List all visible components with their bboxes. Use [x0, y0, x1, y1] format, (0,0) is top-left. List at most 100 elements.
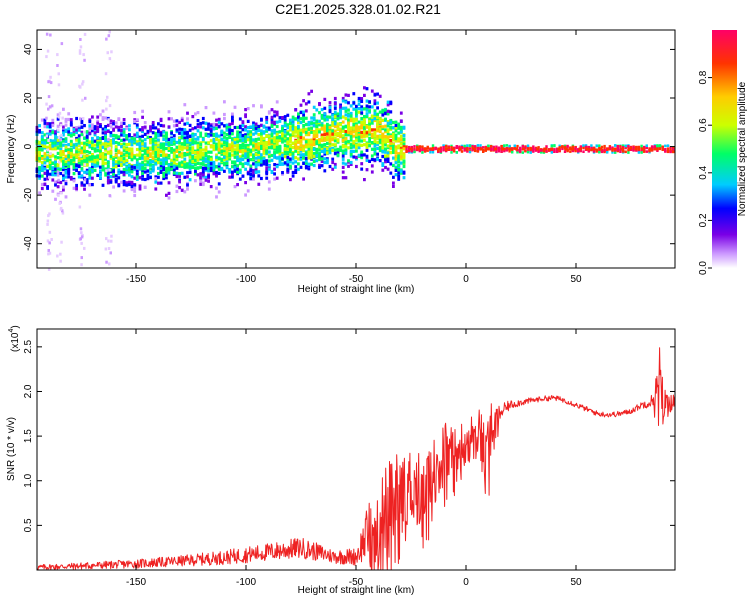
- spectrogram-cell: [54, 136, 57, 140]
- spectrogram-cell: [299, 133, 303, 138]
- spectrogram-cell: [392, 126, 395, 130]
- spectrogram-cell: [165, 167, 168, 171]
- spectrogram-cell: [141, 168, 144, 172]
- spectrogram-cell: [238, 149, 242, 154]
- spectrogram-cell: [201, 173, 205, 177]
- spectrogram-cell: [199, 121, 203, 126]
- spectrogram-cell: [133, 167, 137, 171]
- spectrogram-cell: [299, 132, 303, 136]
- spectrogram-cell: [40, 182, 44, 187]
- spectrogram-cell: [133, 133, 137, 137]
- spectrogram-cell: [170, 158, 173, 162]
- spectrogram-cell: [157, 154, 160, 158]
- spectrogram-cell: [59, 259, 62, 263]
- spectrogram-cell: [405, 145, 408, 148]
- spectrogram-cell: [363, 129, 366, 134]
- spectrogram-cell: [207, 134, 210, 138]
- spectrogram-cell: [43, 155, 47, 159]
- spectrogram-cell: [104, 132, 107, 136]
- spectrogram-cell: [267, 155, 271, 159]
- spectrogram-cell: [59, 167, 63, 171]
- spectrogram-cell: [355, 112, 358, 116]
- spectrogram-cell: [180, 171, 184, 175]
- spectrogram-cell: [450, 146, 453, 149]
- spectrogram-cell: [146, 174, 150, 178]
- spectrogram-cell: [445, 144, 448, 148]
- spectrogram-y-tick-label: 0: [23, 143, 34, 149]
- spectrogram-cell: [297, 140, 300, 144]
- spectrogram-cell: [228, 170, 232, 174]
- spectrogram-cell: [162, 165, 166, 169]
- spectrogram-cell: [75, 138, 78, 142]
- spectrogram-cell: [397, 177, 401, 181]
- spectrogram-cell: [209, 162, 213, 166]
- spectrogram-cell: [122, 146, 126, 150]
- spectrogram-cell: [302, 149, 305, 153]
- spectrogram-cell: [62, 153, 65, 157]
- spectrogram-cell: [307, 156, 311, 160]
- spectrogram-cell: [62, 174, 65, 178]
- spectrogram-cell: [231, 119, 234, 123]
- spectrogram-cell: [77, 158, 81, 162]
- spectrogram-cell: [486, 147, 490, 151]
- spectrogram-cell: [105, 169, 108, 173]
- spectrogram-cell: [109, 119, 113, 123]
- spectrogram-cell: [207, 126, 210, 130]
- spectrogram-cell: [468, 147, 472, 150]
- spectrogram-cell: [384, 135, 387, 139]
- spectrogram-cell: [376, 152, 379, 156]
- spectrogram-cell: [151, 131, 155, 135]
- spectrogram-cell: [246, 158, 250, 162]
- spectrogram-cell: [368, 100, 371, 104]
- spectrogram-cell: [104, 155, 107, 159]
- spectrogram-cell: [357, 120, 361, 124]
- spectrogram-cell: [48, 230, 52, 234]
- spectrogram-cell: [223, 135, 226, 139]
- spectrogram-cell: [101, 109, 105, 113]
- spectrogram-cell: [128, 142, 131, 146]
- spectrogram-cell: [267, 142, 271, 146]
- spectrogram-cell: [183, 163, 187, 167]
- spectrogram-cell: [241, 174, 245, 178]
- spectrogram-cell: [312, 163, 316, 168]
- spectrogram-cell: [199, 162, 203, 166]
- spectrogram-cell: [431, 150, 435, 154]
- spectrogram-cell: [344, 162, 348, 166]
- spectrogram-cell: [352, 140, 356, 144]
- spectrogram-cell: [246, 119, 250, 123]
- spectrogram-cell: [48, 251, 52, 255]
- spectrogram-cell: [57, 193, 60, 197]
- spectrogram-cell: [307, 132, 311, 136]
- spectrogram-cell: [331, 143, 335, 147]
- spectrogram-cell: [273, 136, 276, 140]
- spectrogram-cell: [54, 169, 57, 173]
- spectrogram-cell: [183, 190, 187, 194]
- spectrogram-cell: [143, 177, 147, 182]
- spectrogram-cell: [80, 263, 83, 267]
- spectrogram-cell: [320, 157, 324, 161]
- spectrogram-cell: [108, 146, 112, 150]
- spectrogram-cell: [46, 132, 49, 136]
- spectrogram-cell: [170, 150, 173, 154]
- spectrogram-cell: [72, 158, 76, 162]
- spectrogram-cell: [394, 147, 398, 151]
- spectrogram-cell: [357, 133, 361, 137]
- spectrogram-cell: [579, 149, 582, 152]
- spectrogram-cell: [43, 177, 47, 181]
- spectrogram-cell: [69, 139, 73, 143]
- spectrogram-cell: [501, 147, 504, 151]
- spectrogram-cell: [534, 147, 538, 151]
- spectrogram-cell: [341, 106, 345, 110]
- spectrogram-cell: [392, 184, 395, 188]
- spectrogram-cell: [257, 124, 261, 128]
- spectrogram-cell: [254, 146, 258, 150]
- spectrogram-cell: [246, 132, 250, 136]
- spectrogram-cell: [373, 112, 377, 116]
- spectrogram-cell: [43, 159, 47, 163]
- spectrogram-cell: [368, 122, 371, 126]
- spectrogram-cell: [215, 118, 218, 122]
- spectrogram-cell: [352, 92, 356, 96]
- spectrogram-cell: [545, 149, 548, 153]
- spectrogram-cell: [516, 144, 519, 148]
- spectrogram-cell: [106, 51, 109, 55]
